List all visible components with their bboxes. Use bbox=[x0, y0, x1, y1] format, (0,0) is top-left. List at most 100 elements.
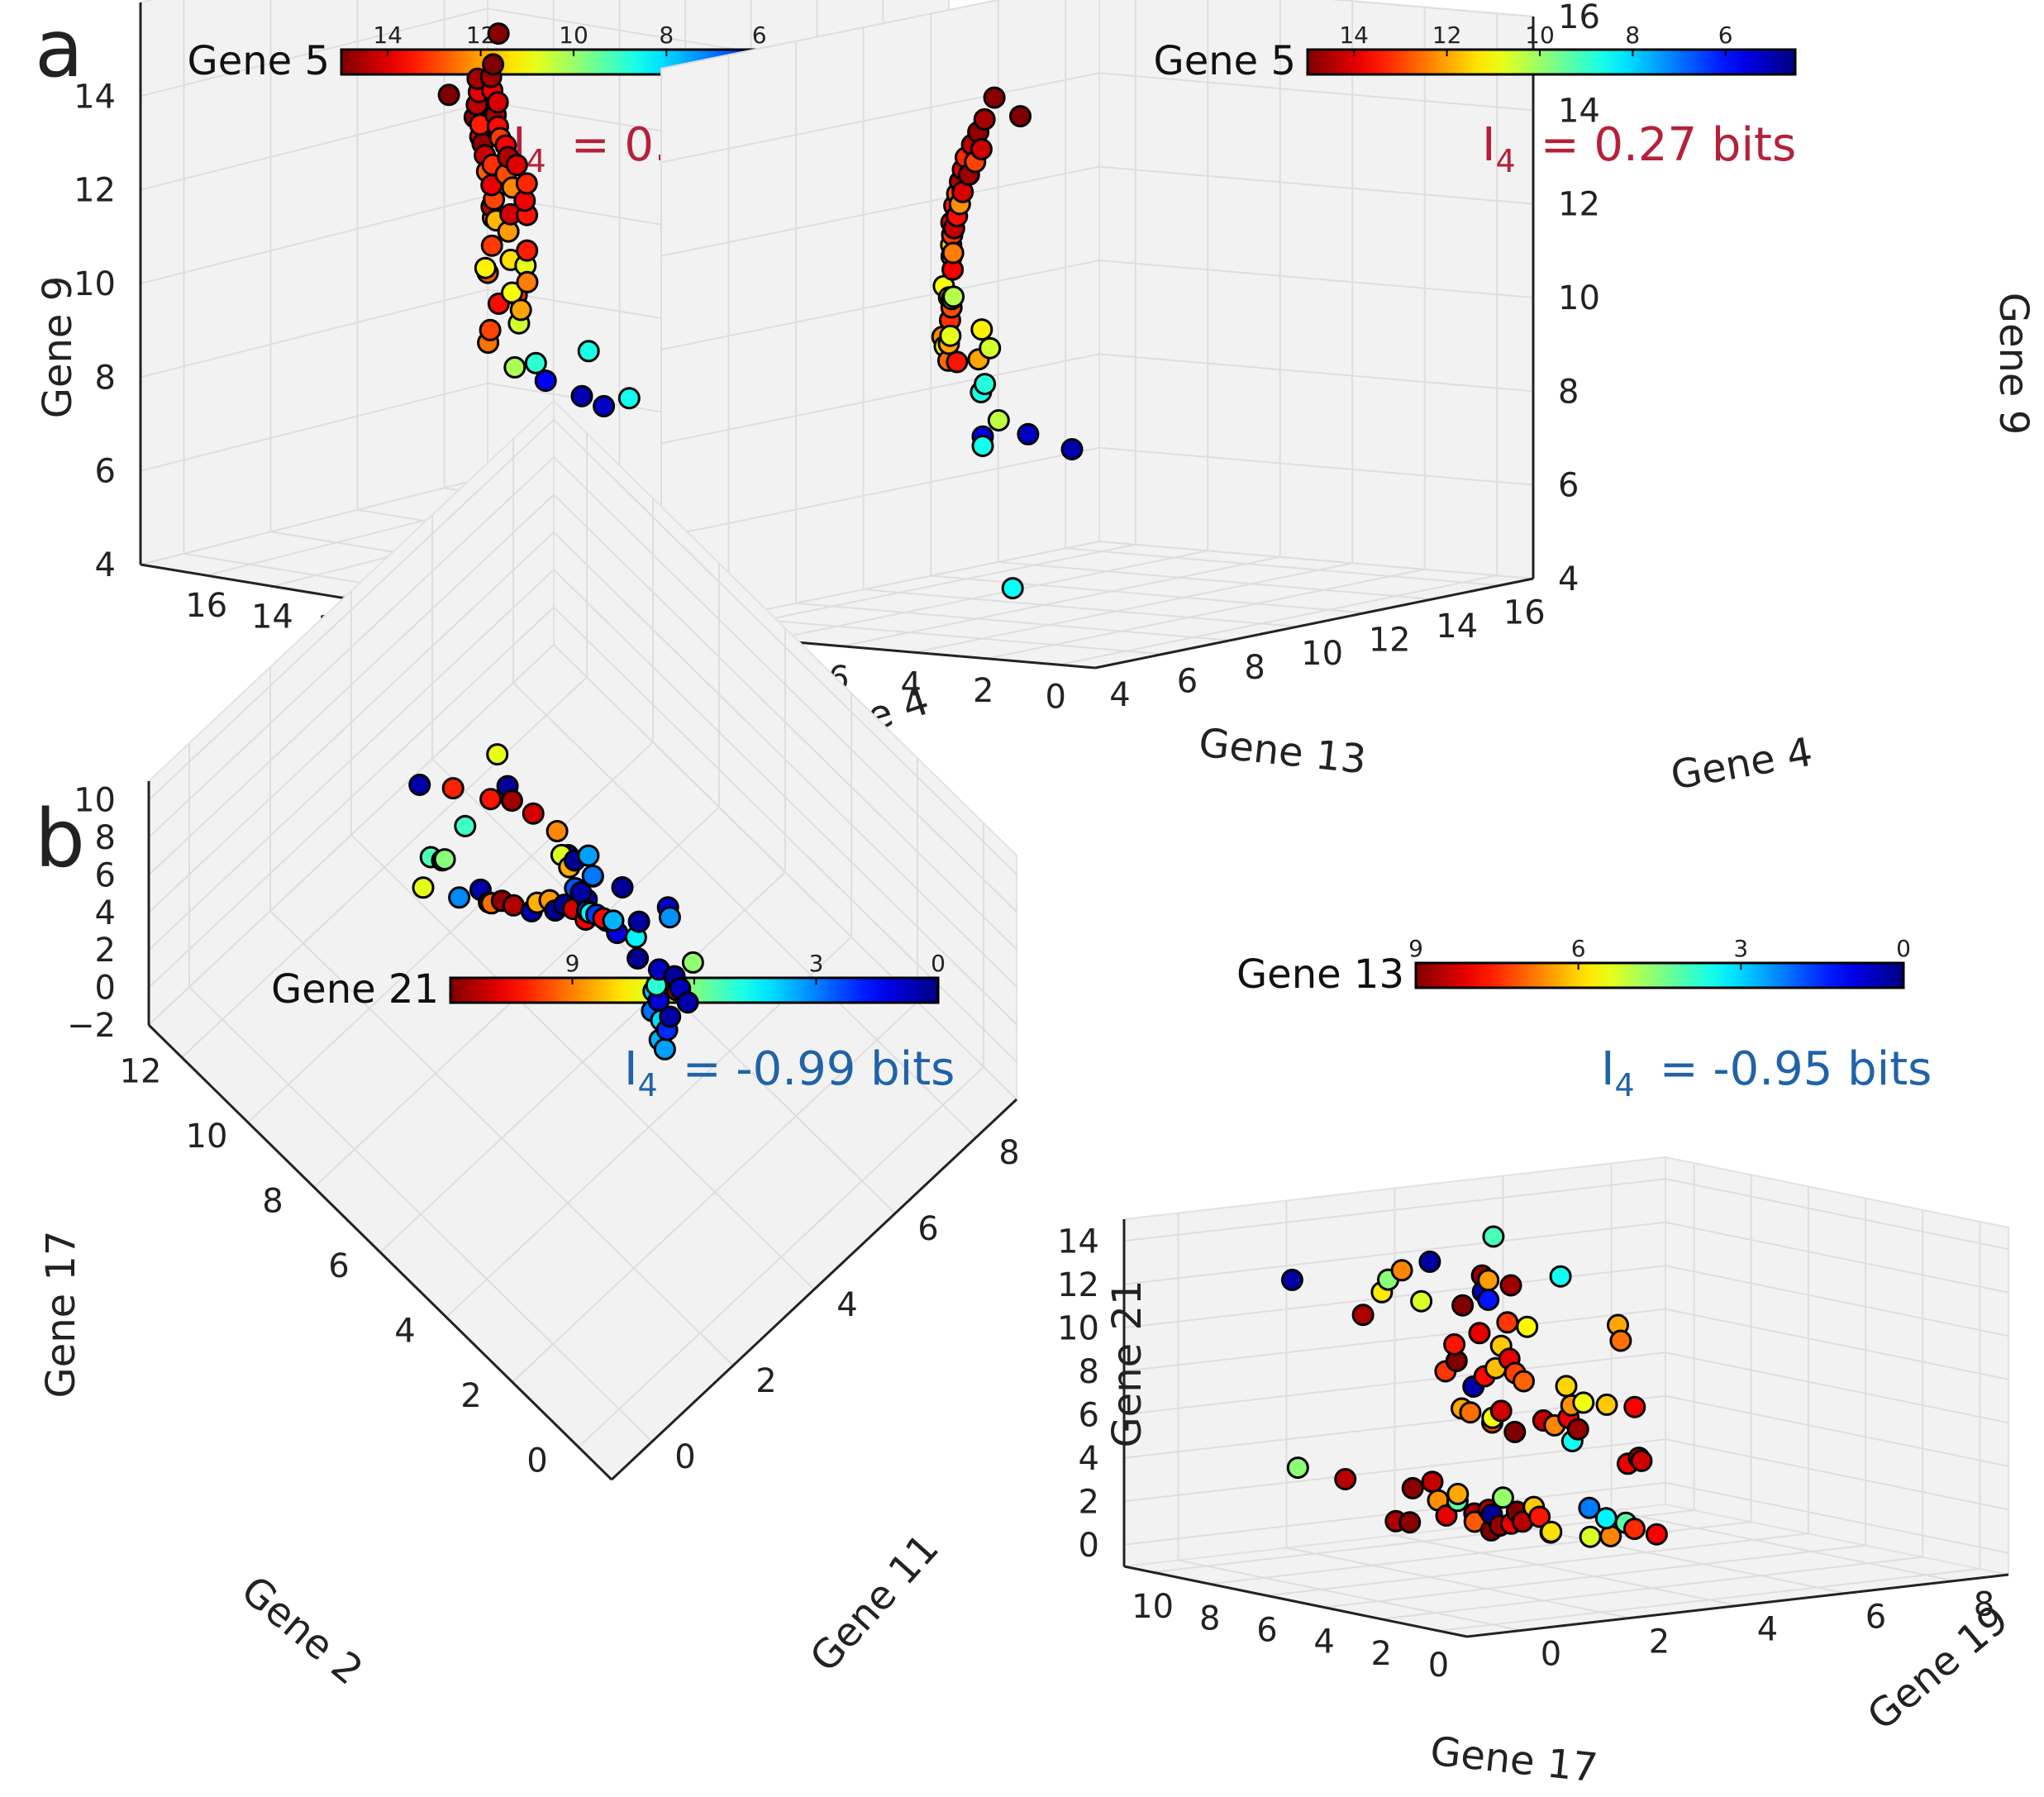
scatter-point bbox=[1060, 438, 1084, 460]
grid-z-wall-x bbox=[553, 644, 1017, 1100]
grid-z-wall-y bbox=[660, 165, 1100, 257]
x-tick-label: 4 bbox=[394, 1313, 415, 1351]
info-subscript: 4 bbox=[638, 1067, 658, 1103]
z-tick-label: 10 bbox=[74, 265, 116, 303]
scatter-points bbox=[437, 22, 641, 549]
scatter-point bbox=[1594, 1507, 1618, 1530]
x-tick-label: 6 bbox=[328, 1247, 349, 1285]
scatter-point bbox=[515, 172, 538, 195]
x-tick-label: 4 bbox=[1313, 1623, 1334, 1661]
y-axis-line bbox=[1094, 577, 1534, 670]
scatter-point bbox=[1489, 1399, 1513, 1423]
grid-z-wall-x bbox=[1098, 541, 1534, 579]
grid-z-wall-x bbox=[1665, 1481, 2009, 1554]
info-symbol: I bbox=[1601, 1042, 1615, 1096]
z-tick-label: 8 bbox=[95, 359, 116, 397]
grid-x-floor bbox=[769, 550, 1208, 641]
scatter-point bbox=[505, 154, 528, 177]
z-axis-label: Gene 21 bbox=[1104, 1280, 1151, 1447]
colorbar-tick-label: 6 bbox=[752, 21, 767, 49]
scatter-point bbox=[942, 285, 965, 308]
z-tick-label: 10 bbox=[1558, 279, 1600, 317]
grid-y-floor bbox=[728, 616, 1163, 655]
colorbar-tick-label: 0 bbox=[1896, 935, 1911, 962]
grid-z-wall-x bbox=[553, 493, 1017, 951]
grid-y-floor bbox=[931, 574, 1365, 614]
scatter-point bbox=[1421, 1470, 1444, 1494]
x-tick-label: 0 bbox=[1046, 678, 1066, 716]
grid-z-wall-x bbox=[553, 606, 1017, 1063]
x-tick-label: 16 bbox=[185, 587, 227, 625]
y-tick-label: 8 bbox=[998, 1134, 1019, 1172]
info-subscript: 4 bbox=[1615, 1067, 1635, 1103]
mutual-information-label: I4 = 0.27 bits bbox=[1482, 118, 1796, 179]
grid-z-wall-y bbox=[140, 7, 488, 98]
scatter-point bbox=[534, 369, 557, 393]
pane-back-y bbox=[660, 0, 1100, 632]
scatter-point bbox=[1398, 1511, 1422, 1534]
y-tick-label: 4 bbox=[1109, 676, 1130, 714]
colorbar-tick-label: 6 bbox=[1571, 935, 1586, 962]
grid-lines bbox=[148, 418, 1017, 1448]
grid-y-floor bbox=[998, 560, 1432, 600]
colorbar-tick-label: 10 bbox=[559, 21, 588, 49]
z-tick-label: 14 bbox=[1057, 1223, 1099, 1261]
scatter-point bbox=[627, 947, 650, 970]
pane-back-y bbox=[140, 0, 488, 566]
scatter-point bbox=[1549, 1265, 1572, 1288]
scatter-point bbox=[516, 239, 539, 262]
grid-y-floor bbox=[350, 834, 815, 1290]
scatter-point bbox=[441, 777, 465, 800]
scatter-point bbox=[653, 1037, 676, 1061]
panel-b-letter: b bbox=[35, 793, 85, 885]
x-tick-label: 6 bbox=[1256, 1611, 1277, 1649]
scatter-point bbox=[479, 318, 502, 341]
grid-x-floor bbox=[986, 568, 1425, 660]
plot-gene13-gene4-gene9: 0 2 4 6 8 10 4 6 8 10 12 14 16 4 6 8 10 12 14 16 Gene 13 Gene… bbox=[660, 0, 2037, 799]
y-tick-label: 6 bbox=[917, 1210, 938, 1248]
grid-z-wall-y bbox=[140, 288, 488, 379]
grid-z-wall-y bbox=[660, 260, 1100, 350]
scatter-point bbox=[1528, 1505, 1551, 1528]
y-tick-label: 0 bbox=[674, 1438, 695, 1476]
grid-x-floor bbox=[914, 562, 1353, 654]
scatter-point bbox=[941, 241, 965, 265]
z-tick-label: 4 bbox=[1558, 560, 1579, 598]
z-axis-label: Gene 9 bbox=[1990, 293, 2037, 435]
scatter-point bbox=[974, 373, 997, 396]
mutual-information-label: I4 = -0.95 bits bbox=[1601, 1042, 1932, 1103]
colorbar-tick-label: 10 bbox=[1525, 21, 1555, 49]
grid-z-wall-x bbox=[1665, 1394, 2009, 1467]
scatter-point bbox=[676, 991, 699, 1014]
grid-y-floor bbox=[795, 602, 1231, 641]
colorbar-tick-label: 3 bbox=[809, 950, 824, 977]
grid-y-floor bbox=[1286, 1547, 1630, 1619]
scatter-point bbox=[1572, 1391, 1595, 1414]
scatter-point bbox=[408, 774, 431, 796]
grid-y-floor bbox=[1611, 1509, 1955, 1582]
scatter-point bbox=[1459, 1401, 1482, 1424]
scatter-point bbox=[1595, 1393, 1618, 1416]
scatter-point bbox=[1540, 1520, 1563, 1543]
scatter-point bbox=[433, 848, 456, 871]
colorbar-label: Gene 13 bbox=[1236, 951, 1404, 998]
y-tick-label: 8 bbox=[1244, 649, 1265, 687]
x-axis-label: Gene 13 bbox=[1197, 720, 1369, 784]
x-tick-label: 0 bbox=[1428, 1647, 1449, 1685]
grid-z-wall-y bbox=[660, 0, 1003, 69]
mutual-information-label: I4 = -0.99 bits bbox=[624, 1042, 955, 1103]
colorbar-tick-label: 8 bbox=[659, 21, 674, 49]
scatter-point bbox=[480, 234, 503, 257]
colorbar-tick-label: 12 bbox=[1432, 21, 1462, 49]
info-value: = -0.99 bits bbox=[683, 1042, 955, 1096]
grid-z-wall-y bbox=[148, 606, 555, 989]
scatter-point bbox=[1578, 1496, 1601, 1519]
z-axis-label: Gene 9 bbox=[35, 276, 81, 418]
grid-z-wall-y bbox=[140, 101, 488, 191]
x-axis-label: Gene 2 bbox=[232, 1567, 371, 1695]
grid-z-wall-y bbox=[660, 353, 1100, 445]
scatter-point bbox=[486, 91, 509, 114]
